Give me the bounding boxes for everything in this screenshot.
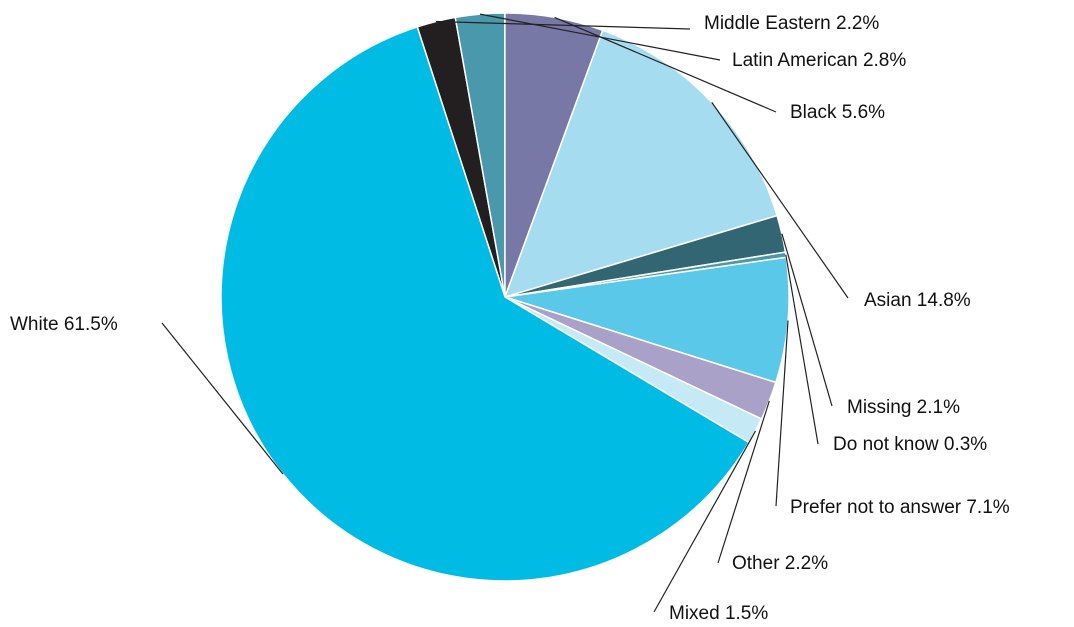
pie-slice-white	[220, 25, 750, 582]
slice-label-missing: Missing 2.1%	[847, 397, 960, 418]
slice-label-other: Other 2.2%	[732, 553, 828, 574]
leader-line-white	[161, 322, 284, 475]
slice-label-prefer-not-to-answer: Prefer not to answer 7.1%	[790, 497, 1010, 518]
labels-group: Middle Eastern 2.2% Latin American 2.8% Bl…	[10, 13, 1010, 624]
leader-line-middle-eastern	[436, 20, 691, 30]
leader-line-other	[717, 400, 770, 564]
slice-label-latin-american: Latin American 2.8%	[732, 50, 906, 71]
slice-label-asian: Asian 14.8%	[864, 290, 971, 311]
slice-label-do-not-know: Do not know 0.3%	[833, 434, 987, 455]
slices-group	[220, 12, 790, 582]
slice-label-mixed: Mixed 1.5%	[669, 603, 768, 624]
leader-line-asian	[711, 102, 849, 299]
leader-line-do-not-know	[785, 254, 819, 445]
leader-line-black	[554, 16, 777, 113]
pie-slice-asian	[503, 29, 779, 299]
slice-label-black: Black 5.6%	[790, 102, 885, 123]
leader-line-mixed	[653, 430, 757, 613]
slice-label-white: White 61.5%	[10, 314, 118, 335]
leader-line-prefer-not-to-answer	[775, 320, 789, 507]
slice-label-middle-eastern: Middle Eastern 2.2%	[704, 13, 879, 34]
leader-line-missing	[781, 233, 833, 407]
leader-lines-group	[161, 13, 849, 613]
